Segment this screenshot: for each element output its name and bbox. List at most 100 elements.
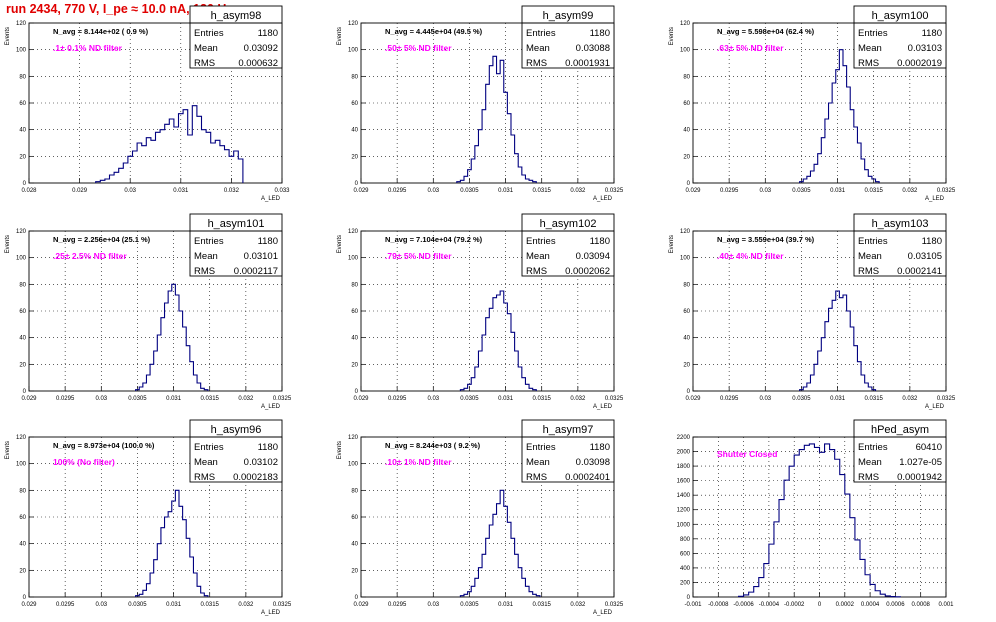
plot-frame [360,230,615,392]
stats-value: 0.000632 [238,58,278,69]
stats-value: 0.0002117 [234,266,278,277]
x-tick-label: 0.0315 [533,602,552,608]
y-tick-label: 60 [19,515,26,521]
y-tick-label: 0 [687,595,691,601]
x-tick-label: 0.031 [166,602,182,608]
x-tick-label: 0.0315 [533,188,552,194]
x-tick-label: 0.031 [166,396,182,402]
x-tick-label: 0.029 [353,602,369,608]
x-tick-label: 0.0315 [865,188,884,194]
stats-box [853,419,947,483]
stats-title: hPed_asym [871,424,929,436]
x-tick-label: 0.032 [238,396,254,402]
stats-key: Mean [194,457,218,468]
y-tick-label: 40 [683,336,690,342]
x-tick-label: 0.031 [498,188,514,194]
y-tick-label: 2000 [677,450,691,456]
y-axis-label: Events [669,27,675,45]
y-axis-label: Events [5,27,11,45]
stats-title: h_asym98 [211,10,262,22]
stats-value: 1180 [590,442,610,453]
plot-frame [28,230,283,392]
y-tick-label: 600 [680,551,691,557]
y-tick-label: 0 [23,595,27,601]
x-tick-label: 0.028 [21,188,37,194]
y-tick-label: 20 [683,362,690,368]
stats-title: h_asym97 [543,424,594,436]
stats-value: 1180 [922,236,942,247]
stats-key: Mean [526,43,550,54]
y-tick-label: 80 [19,74,26,80]
y-tick-label: 0 [23,389,27,395]
stats-value: 0.03105 [908,251,942,262]
x-tick-label: 0.03 [427,188,439,194]
stats-key: RMS [858,472,879,483]
stats-title: h_asym103 [872,218,929,230]
y-tick-label: 80 [351,282,358,288]
y-tick-label: 0 [355,595,359,601]
stats-value: 0.0002183 [233,472,278,483]
stats-value: 1180 [258,28,278,39]
stats-box [853,213,947,277]
x-tick-label: 0.0325 [937,396,956,402]
x-tick-label: 0.031 [498,396,514,402]
stats-key: Entries [526,28,556,39]
histogram-panel-h_asym103: 0.029 0.0295 0.03 0.0305 0.031 0.0315 0.032 0.0… [669,213,956,410]
x-tick-label: 0.0315 [533,396,552,402]
stats-key: RMS [858,58,879,69]
x-tick-label: -0.0004 [759,602,780,608]
x-tick-label: 0.033 [274,188,290,194]
y-tick-label: 100 [16,462,27,468]
stats-value: 0.0002019 [897,58,942,69]
stats-key: Mean [858,43,882,54]
x-tick-label: 0.031 [498,602,514,608]
y-tick-label: 100 [16,48,27,54]
filter-label: .63± 5% ND filter [717,43,784,53]
histogram-line-h_asym103 [799,290,877,391]
stats-value: 0.0002062 [565,266,610,277]
y-tick-label: 1200 [677,508,691,514]
stats-value: 0.03102 [244,457,278,468]
y-tick-label: 120 [348,21,359,27]
y-tick-label: 0 [355,181,359,187]
y-tick-label: 60 [683,101,690,107]
filter-label: .25± 2.5% ND filter [53,251,127,261]
stats-key: Entries [526,236,556,247]
x-tick-label: 0.029 [21,396,37,402]
stats-key: Entries [858,442,888,453]
x-tick-label: 0.0325 [273,396,292,402]
x-tick-label: 0.001 [938,602,954,608]
y-tick-label: 120 [348,229,359,235]
x-tick-label: 0.0295 [388,396,407,402]
y-tick-label: 0 [687,389,691,395]
x-tick-label: 0.0295 [56,396,75,402]
filter-label: 100% (No filter) [53,457,115,467]
x-tick-label: 0.0008 [912,602,931,608]
y-tick-label: 80 [351,74,358,80]
y-tick-label: 20 [351,568,358,574]
y-tick-label: 100 [348,256,359,262]
x-tick-label: 0.029 [72,188,88,194]
x-axis-label: A_LED [593,404,613,410]
y-tick-label: 1600 [677,479,691,485]
stats-key: Mean [526,251,550,262]
stats-key: Entries [194,28,224,39]
x-tick-label: 0.029 [353,396,369,402]
x-tick-label: 0.0295 [720,188,739,194]
stats-value: 1180 [590,236,610,247]
x-tick-label: 0.0305 [460,602,479,608]
y-axis-label: Events [337,441,343,459]
stats-box [521,419,615,483]
y-tick-label: 60 [683,309,690,315]
x-tick-label: 0.0315 [201,396,220,402]
histogram-panel-h_asym102: 0.029 0.0295 0.03 0.0305 0.031 0.0315 0.032 0.0… [337,213,624,410]
x-tick-label: 0.029 [21,602,37,608]
plot-frame [692,22,947,184]
histogram-line-h_asym96 [135,489,209,597]
x-tick-label: 0.032 [570,602,586,608]
x-tick-label: 0.0305 [128,602,147,608]
x-tick-label: -0.001 [684,602,702,608]
filter-label: .79± 5% ND filter [385,251,452,261]
stats-title: h_asym100 [872,10,929,22]
